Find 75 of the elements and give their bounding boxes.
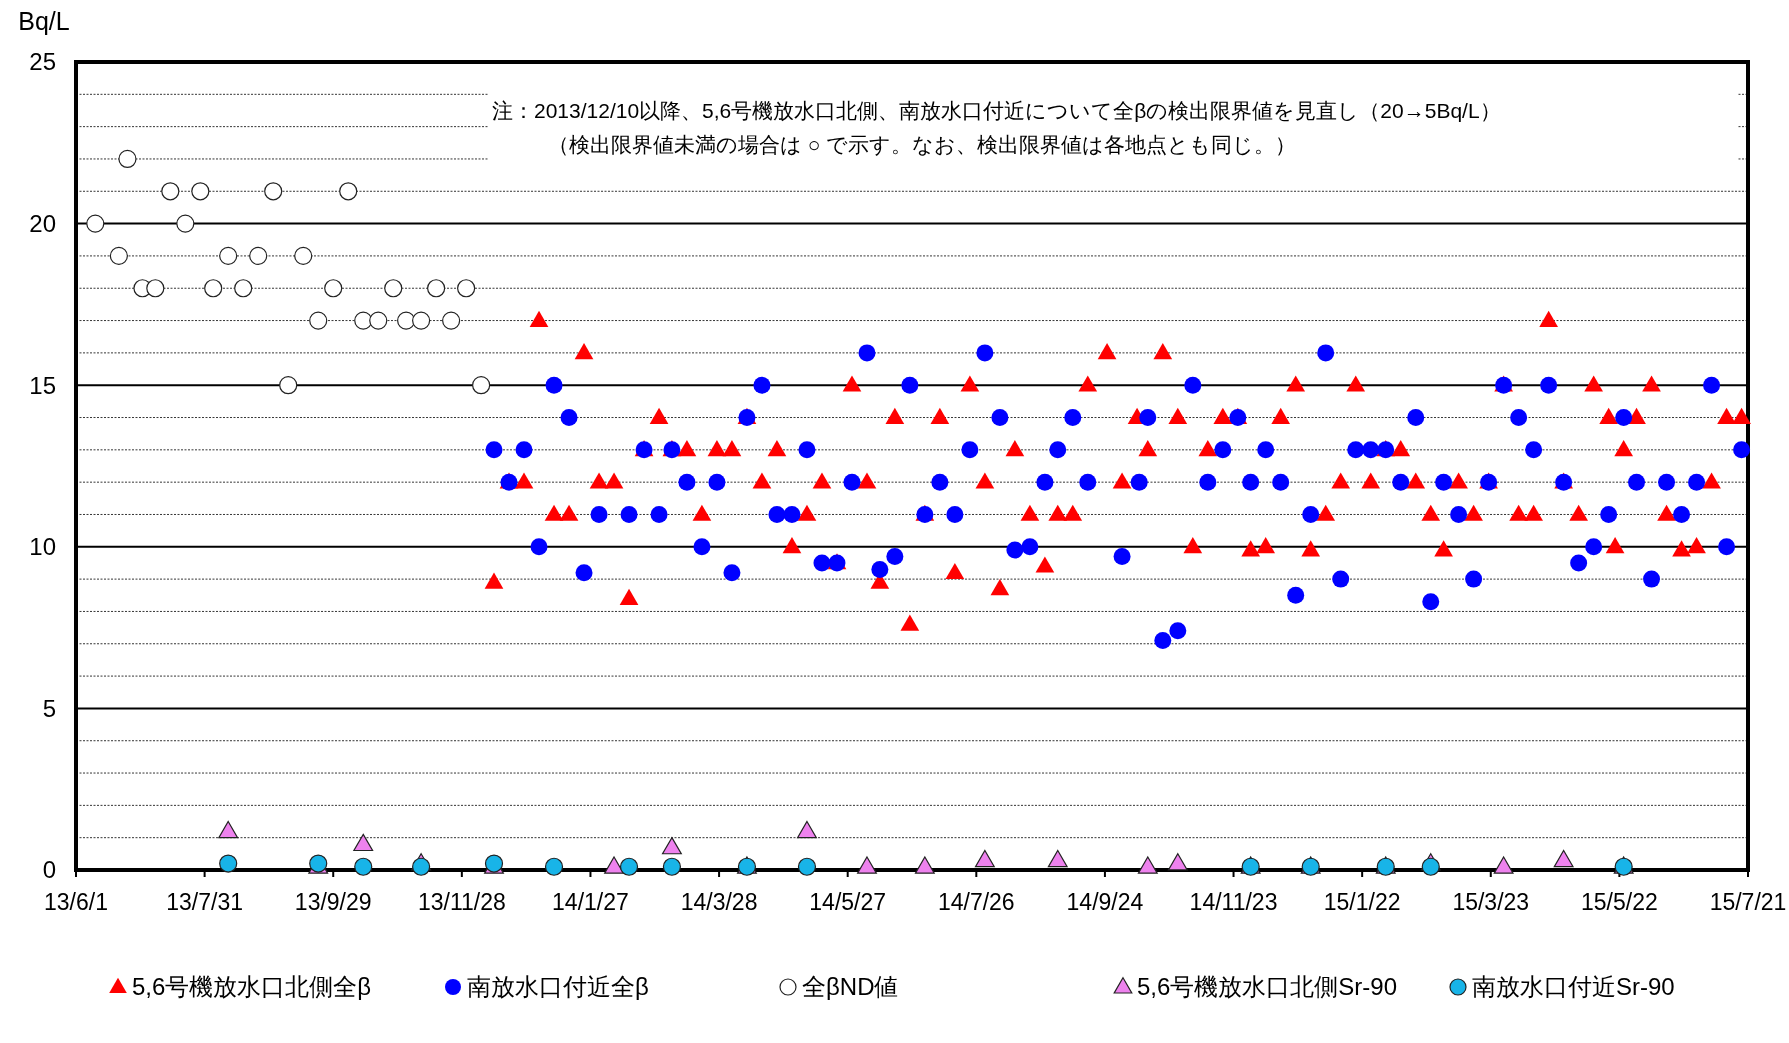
point [797, 820, 817, 839]
y-tick-label: 0 [42, 856, 56, 884]
y-tick-label: 5 [42, 694, 56, 722]
point [619, 857, 639, 876]
point [219, 246, 238, 266]
point [1553, 849, 1574, 868]
y-tick-label: 10 [29, 533, 56, 561]
point [1137, 856, 1158, 874]
y-axis-title: Bq/L [18, 7, 70, 35]
point [412, 857, 431, 876]
x-tick-label: 13/9/29 [294, 889, 372, 915]
point [914, 856, 935, 874]
point [161, 182, 180, 201]
legend-label: 5,6号機放水口北側Sr-90 [1137, 973, 1398, 1000]
x-tick-label: 14/9/24 [1066, 889, 1144, 915]
legend-label: 南放水口付近Sr-90 [1472, 973, 1675, 1000]
point [662, 857, 682, 876]
point [309, 311, 328, 330]
point [249, 246, 268, 266]
point [857, 856, 877, 874]
point [234, 279, 253, 298]
point [604, 856, 624, 874]
x-tick-label: 14/5/27 [809, 889, 887, 915]
point [1421, 857, 1440, 876]
point [264, 182, 283, 201]
point [219, 854, 238, 873]
y-tick-label: 25 [29, 48, 56, 76]
point [191, 182, 210, 201]
point [797, 857, 817, 876]
x-tick-label: 13/11/28 [417, 889, 506, 915]
point [974, 849, 995, 868]
x-tick-label: 13/6/1 [44, 889, 108, 915]
point [146, 279, 165, 298]
point [397, 311, 416, 330]
x-tick-label: 15/1/22 [1323, 889, 1401, 915]
annotation: （検出限界値未満の場合は ○ で示す。なお、検出限界値は各地点とも同じ。） [548, 133, 1297, 156]
point [1167, 853, 1188, 871]
x-tick-label: 14/11/23 [1189, 889, 1278, 915]
legend-label: 南放水口付近全β [467, 973, 649, 1000]
x-tick-label: 14/7/26 [937, 889, 1015, 915]
point [353, 833, 374, 852]
point [109, 246, 128, 266]
point [354, 857, 373, 876]
y-tick-label: 20 [29, 210, 56, 237]
point [294, 246, 313, 266]
point [176, 214, 195, 233]
point [661, 837, 682, 855]
point [204, 279, 223, 298]
point [472, 376, 491, 395]
y-tick-label: 15 [29, 371, 56, 399]
point [339, 182, 358, 201]
x-tick-label: 13/7/31 [166, 889, 243, 915]
legend-label: 全βND値 [802, 973, 899, 1000]
point [324, 279, 343, 298]
point [118, 149, 137, 169]
point [1047, 849, 1068, 868]
annotation: 注：2013/12/10以降、5,6号機放水口北側、南放水口付近について全βの検出限界値を見直し（20→5Bq/L） [492, 99, 1501, 122]
legend-label: 5,6号機放水口北側全β [132, 973, 372, 1000]
point [384, 279, 403, 298]
x-tick-label: 15/7/21 [1709, 889, 1787, 915]
point [442, 311, 461, 330]
point [86, 214, 105, 233]
point [1493, 856, 1514, 874]
point [544, 857, 564, 876]
point [369, 311, 388, 330]
x-tick-label: 15/3/23 [1452, 889, 1530, 915]
x-tick-label: 14/1/27 [552, 889, 629, 915]
point [218, 820, 239, 839]
point [457, 279, 476, 298]
x-tick-label: 15/5/22 [1581, 889, 1658, 915]
x-tick-label: 14/3/28 [680, 889, 758, 915]
point [279, 376, 298, 395]
point [427, 279, 446, 298]
point [354, 311, 373, 330]
point [412, 311, 431, 330]
